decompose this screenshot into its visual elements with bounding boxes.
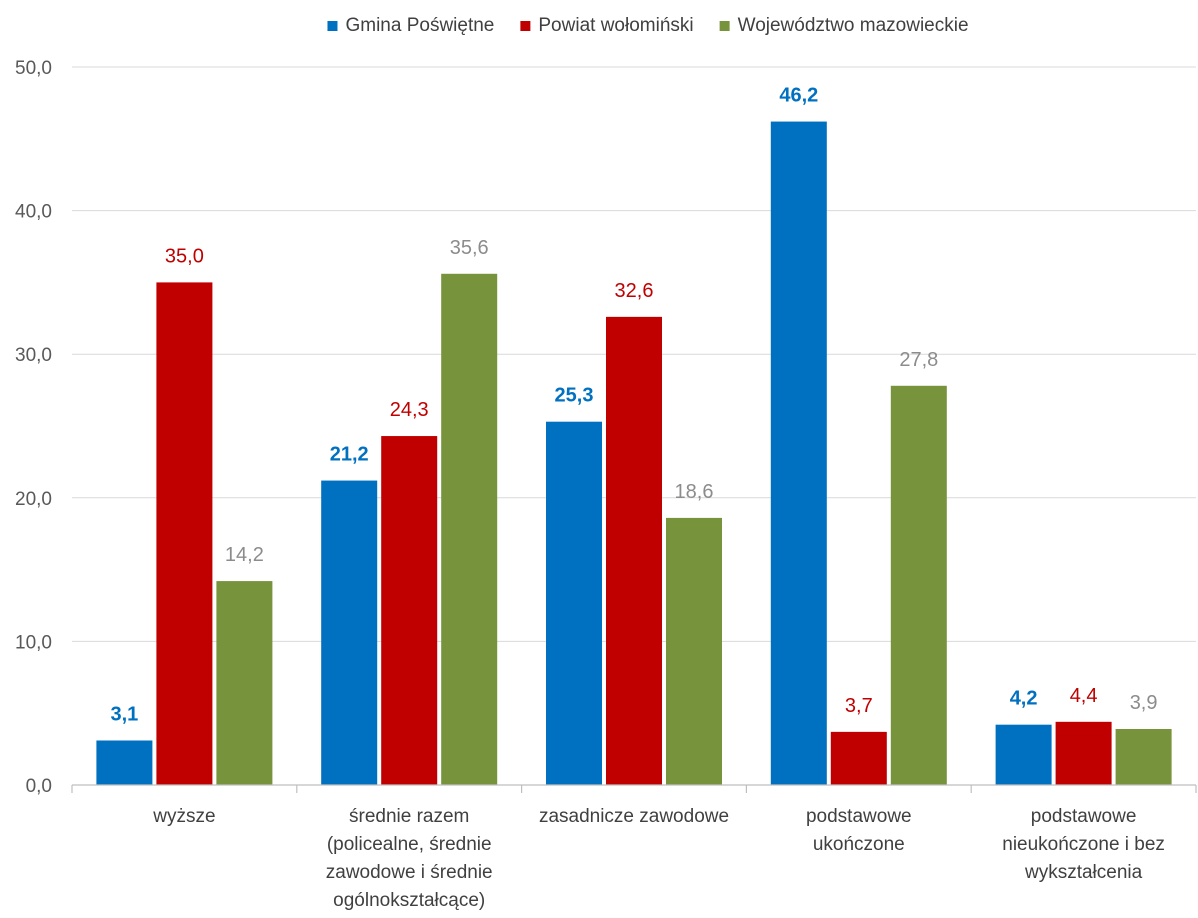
y-tick-label: 20,0 — [15, 489, 52, 510]
data-label: 3,1 — [110, 703, 138, 725]
y-tick-label: 30,0 — [15, 345, 52, 366]
y-tick-label: 0,0 — [26, 776, 52, 797]
legend-swatch — [520, 21, 531, 31]
legend-swatch — [719, 21, 730, 31]
x-category-label: zasadnicze zawodowe — [539, 806, 729, 827]
bar — [546, 421, 602, 785]
data-label: 24,3 — [390, 399, 429, 421]
legend-label: Województwo mazowieckie — [738, 15, 969, 36]
x-category-label: nieukończone i bez — [1002, 834, 1165, 855]
data-label: 4,2 — [1010, 688, 1038, 710]
legend-label: Gmina Poświętne — [345, 15, 494, 36]
x-category-label: (policealne, średnie — [327, 834, 492, 855]
x-category-label: średnie razem — [349, 806, 469, 827]
data-label: 32,6 — [615, 280, 654, 302]
data-label: 35,6 — [450, 237, 489, 259]
data-label: 4,4 — [1070, 685, 1098, 707]
x-category-label: wykształcenia — [1024, 862, 1143, 883]
legend-swatch — [327, 21, 338, 31]
x-category-label: ogólnokształcące) — [333, 890, 485, 911]
data-label: 3,7 — [845, 695, 873, 717]
data-label: 21,2 — [330, 444, 369, 466]
x-category-label: ukończone — [813, 834, 905, 855]
y-tick-label: 50,0 — [15, 58, 52, 79]
data-label: 46,2 — [779, 85, 818, 107]
bar — [606, 316, 662, 785]
legend-item: Powiat wołomiński — [520, 15, 694, 36]
bars: 3,1 35,0 14,2 21,2 24,3 35,6 25,3 32,6 18,6 46,2 3… — [96, 85, 1172, 786]
y-tick-label: 40,0 — [15, 202, 52, 223]
legend: Gmina Poświętne Powiat wołomiński Wojewódz… — [327, 15, 969, 36]
bar — [321, 480, 378, 785]
bar — [1115, 728, 1172, 785]
x-category-label: podstawowe — [806, 806, 912, 827]
data-label: 35,0 — [165, 245, 204, 267]
bar — [890, 385, 947, 785]
legend-item: Gmina Poświętne — [327, 15, 494, 36]
bar — [96, 740, 153, 785]
x-category-label: podstawowe — [1031, 806, 1137, 827]
y-axis: 0,0 10,0 20,0 30,0 40,0 50,0 — [15, 58, 52, 797]
data-label: 3,9 — [1130, 692, 1158, 714]
bar — [216, 581, 273, 785]
bar — [666, 517, 722, 785]
data-label: 18,6 — [675, 481, 714, 503]
bar — [156, 282, 213, 785]
data-label: 25,3 — [555, 385, 594, 407]
bar — [381, 436, 438, 785]
bar — [830, 731, 887, 785]
data-label: 27,8 — [899, 349, 938, 371]
x-category-label: zawodowe i średnie — [326, 862, 493, 883]
bar — [1055, 721, 1112, 785]
y-tick-label: 10,0 — [15, 632, 52, 653]
bar — [995, 724, 1052, 785]
x-axis: wyższe średnie razem (policealne, średnie z… — [71, 784, 1197, 911]
legend-item: Województwo mazowieckie — [719, 15, 969, 36]
data-label: 14,2 — [225, 544, 264, 566]
x-category-label: wyższe — [152, 806, 215, 827]
bar — [441, 273, 498, 785]
legend-label: Powiat wołomiński — [538, 15, 693, 36]
bar — [770, 121, 827, 786]
